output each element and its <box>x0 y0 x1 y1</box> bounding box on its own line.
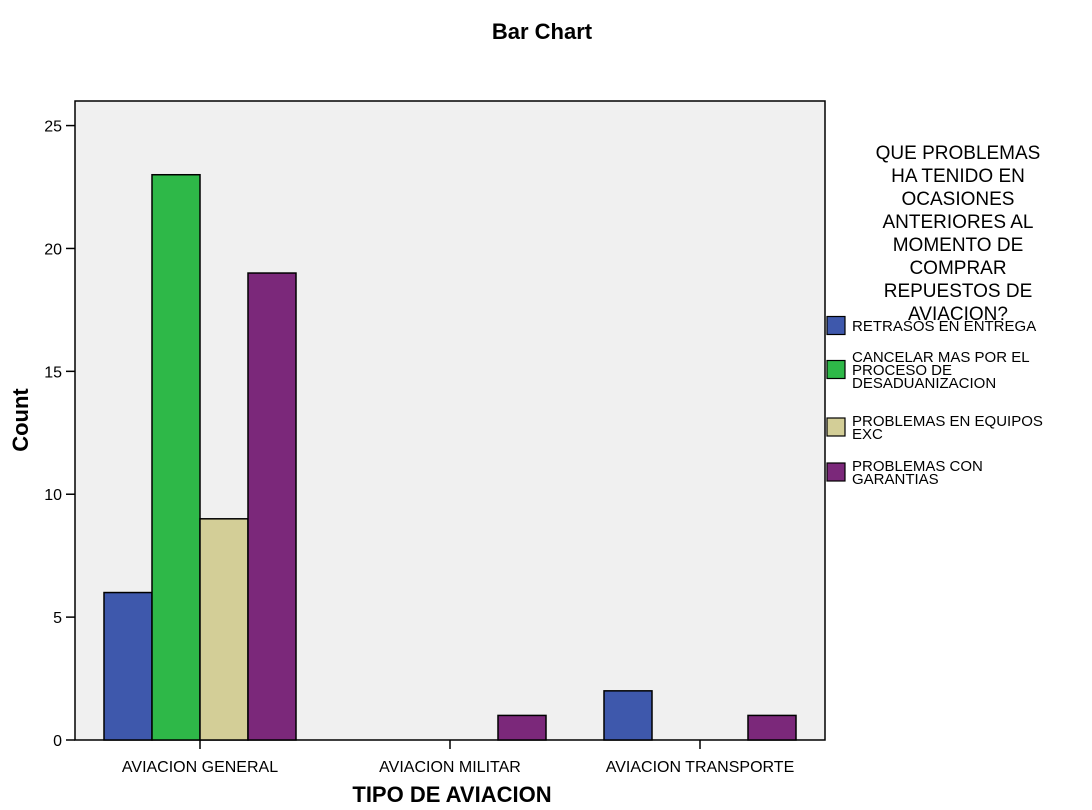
bar-1-3 <box>497 714 547 741</box>
y-axis-title: Count <box>8 388 33 452</box>
legend-label-2: EXC <box>852 426 883 443</box>
y-tick-label: 15 <box>44 364 62 381</box>
legend-title-line: MOMENTO DE <box>893 235 1024 256</box>
bar-0-1 <box>151 173 201 741</box>
legend-swatch-1 <box>826 359 846 380</box>
bar-2-0 <box>603 690 653 741</box>
x-tick-label: AVIACION GENERAL <box>122 759 278 776</box>
bar-0-3 <box>247 272 297 741</box>
y-tick-label: 10 <box>44 487 62 504</box>
legend-title-line: HA TENIDO EN <box>891 166 1025 187</box>
legend-title-line: ANTERIORES AL <box>883 212 1034 233</box>
x-tick-label: AVIACION TRANSPORTE <box>606 759 794 776</box>
legend-title-line: OCASIONES <box>902 189 1015 210</box>
bar-0-0 <box>103 591 153 741</box>
legend-title-line: QUE PROBLEMAS <box>876 143 1041 164</box>
y-tick-label: 20 <box>44 241 62 258</box>
legend-label-2: PROBLEMAS EN EQUIPOS <box>852 413 1043 430</box>
x-axis: AVIACION GENERAL AVIACION MILITAR AVIACION… <box>122 740 794 776</box>
legend-label-1: PROCESO DE <box>852 362 952 379</box>
legend-label-1: DESADUANIZACION <box>852 375 996 392</box>
y-tick-label: 5 <box>53 610 62 627</box>
bars-group <box>103 173 797 741</box>
chart-title: Bar Chart <box>492 19 593 44</box>
legend-swatch-0 <box>826 315 846 336</box>
y-tick-label: 25 <box>44 119 62 136</box>
legend-title-line: AVIACION? <box>908 304 1008 325</box>
bar-0-2 <box>199 518 249 741</box>
legend-title-line: COMPRAR <box>909 258 1006 279</box>
legend-label-0: RETRASOS EN ENTREGA <box>852 318 1036 335</box>
y-tick-label: 0 <box>53 733 62 750</box>
legend-label-3: PROBLEMAS CON <box>852 458 983 475</box>
y-axis: 0 5 10 15 20 25 <box>44 119 75 750</box>
legend-swatch-3 <box>826 462 846 482</box>
legend-title-line: REPUESTOS DE <box>884 281 1033 302</box>
x-axis-title: TIPO DE AVIACION <box>352 782 551 807</box>
legend-swatch-2 <box>826 417 846 437</box>
x-tick-label: AVIACION MILITAR <box>379 759 521 776</box>
bar-2-3 <box>747 714 797 741</box>
legend-label-1: CANCELAR MAS POR EL <box>852 349 1030 366</box>
legend-label-3: GARANTIAS <box>852 471 939 488</box>
